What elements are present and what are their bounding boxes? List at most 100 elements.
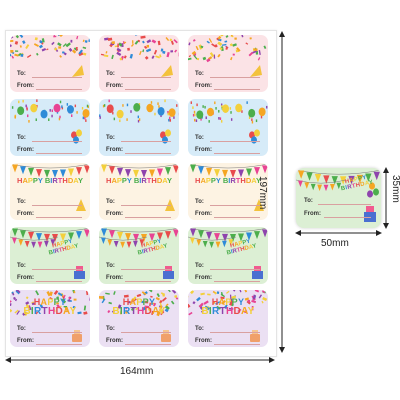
streamers-decoration: [99, 290, 179, 342]
happy-birthday-text: HAPPY BIRTHDAY: [14, 177, 86, 185]
gift-label: HAPPY BIRTHDAY To: From:: [188, 290, 268, 347]
to-label: To:: [195, 326, 204, 332]
label-height-label: 35mm: [390, 175, 400, 203]
happy-word: HAPPY: [17, 176, 43, 185]
happy-word: HAPPY: [211, 297, 245, 307]
single-label-sample: HAPPY BIRTHDAY To: From:: [296, 168, 381, 228]
confetti-decoration: [188, 35, 267, 77]
from-line: [214, 89, 260, 90]
to-line: [210, 269, 260, 270]
from-label: From:: [106, 338, 123, 344]
happy-birthday-line: HAPPY BIRTHDAY: [103, 177, 175, 185]
gift-label: HAPPY BIRTHDAY To: From:: [188, 227, 268, 284]
happy-birthday-line: HAPPY BIRTHDAY: [14, 177, 86, 185]
from-line: [36, 153, 82, 154]
gift-label: HAPPY BIRTHDAY To: From:: [10, 227, 90, 284]
from-label: From:: [17, 147, 34, 153]
gift-label: HAPPY BIRTHDAY To: From:: [99, 163, 179, 220]
to-line: [121, 269, 171, 270]
from-line: [125, 281, 171, 282]
to-line: [32, 141, 82, 142]
from-line: [36, 344, 82, 345]
bunting-cake-decoration: [188, 227, 268, 279]
to-line: [121, 205, 171, 206]
gift-label: To: From:: [10, 99, 90, 156]
gift-label: HAPPY BIRTHDAY To: From:: [99, 290, 179, 347]
label-width-label: 50mm: [321, 238, 349, 249]
birthday-word: BIRTHDAY: [112, 306, 166, 317]
bunting-decoration: [188, 163, 268, 211]
birthday-word: BIRTHDAY: [44, 176, 83, 185]
from-label: From:: [195, 211, 212, 217]
to-label: To:: [17, 199, 26, 205]
from-label: From:: [17, 211, 34, 217]
to-line: [121, 332, 171, 333]
from-line: [125, 217, 171, 218]
from-line: [214, 217, 260, 218]
to-label: To:: [304, 198, 313, 204]
from-label: From:: [106, 147, 123, 153]
from-line: [214, 344, 260, 345]
to-label: To:: [195, 199, 204, 205]
to-line: [32, 332, 82, 333]
to-label: To:: [106, 71, 115, 77]
confetti-decoration: [100, 35, 179, 77]
from-line: [324, 217, 371, 218]
from-label: From:: [17, 275, 34, 281]
birthday-word: BIRTHDAY: [23, 306, 77, 317]
from-line: [36, 281, 82, 282]
birthday-word: BIRTHDAY: [201, 306, 255, 317]
gift-label: HAPPY BIRTHDAY To: From:: [10, 163, 90, 220]
happy-word: HAPPY: [195, 176, 221, 185]
bunting-cake-decoration: [10, 227, 90, 279]
sheet-height-label: 197mm: [257, 176, 268, 210]
balloons-decoration: [99, 99, 179, 144]
to-line: [210, 141, 260, 142]
from-line: [125, 153, 171, 154]
gift-label: To: From:: [99, 35, 179, 92]
happy-word: HAPPY: [122, 297, 156, 307]
to-label: To:: [106, 326, 115, 332]
to-label: To:: [195, 135, 204, 141]
balloons-decoration: [11, 99, 90, 144]
to-label: To:: [17, 263, 26, 269]
balloons-decoration: [190, 101, 268, 144]
to-label: To:: [106, 263, 115, 269]
gift-label: HAPPY BIRTHDAY To: From:: [10, 290, 90, 347]
to-label: To:: [17, 326, 26, 332]
from-label: From:: [17, 83, 34, 89]
birthday-word: BIRTHDAY: [133, 176, 172, 185]
to-line: [318, 204, 371, 205]
gift-label: To: From:: [188, 99, 268, 156]
to-line: [210, 77, 260, 78]
gift-label: To: From:: [99, 99, 179, 156]
to-line: [32, 205, 82, 206]
from-line: [36, 217, 82, 218]
to-label: To:: [106, 199, 115, 205]
to-line: [121, 141, 171, 142]
from-line: [214, 281, 260, 282]
to-label: To:: [17, 71, 26, 77]
birthday-word: BIRTHDAY: [222, 176, 261, 185]
to-line: [210, 332, 260, 333]
to-label: To:: [195, 71, 204, 77]
from-label: From:: [106, 83, 123, 89]
from-label: From:: [304, 211, 321, 217]
gift-label: HAPPY BIRTHDAY To: From:: [99, 227, 179, 284]
happy-birthday-line: HAPPY BIRTHDAY: [192, 177, 264, 185]
to-line: [210, 205, 260, 206]
label-sheet: To: From: To: From: To: From: To: From: To: From:…: [5, 30, 277, 357]
from-label: From:: [106, 211, 123, 217]
happy-birthday-text: HAPPY BIRTHDAY: [192, 177, 264, 185]
happy-birthday-text: HAPPY BIRTHDAY: [103, 177, 175, 185]
happy-word: HAPPY: [33, 297, 67, 307]
from-label: From:: [106, 275, 123, 281]
from-line: [214, 153, 260, 154]
happy-birthday-text: HAPPY BIRTHDAY: [192, 298, 264, 317]
from-label: From:: [195, 147, 212, 153]
from-line: [125, 344, 171, 345]
happy-birthday-text: HAPPY BIRTHDAY: [14, 298, 86, 317]
happy-word: HAPPY: [106, 176, 132, 185]
gift-label: HAPPY BIRTHDAY To: From:: [188, 163, 268, 220]
